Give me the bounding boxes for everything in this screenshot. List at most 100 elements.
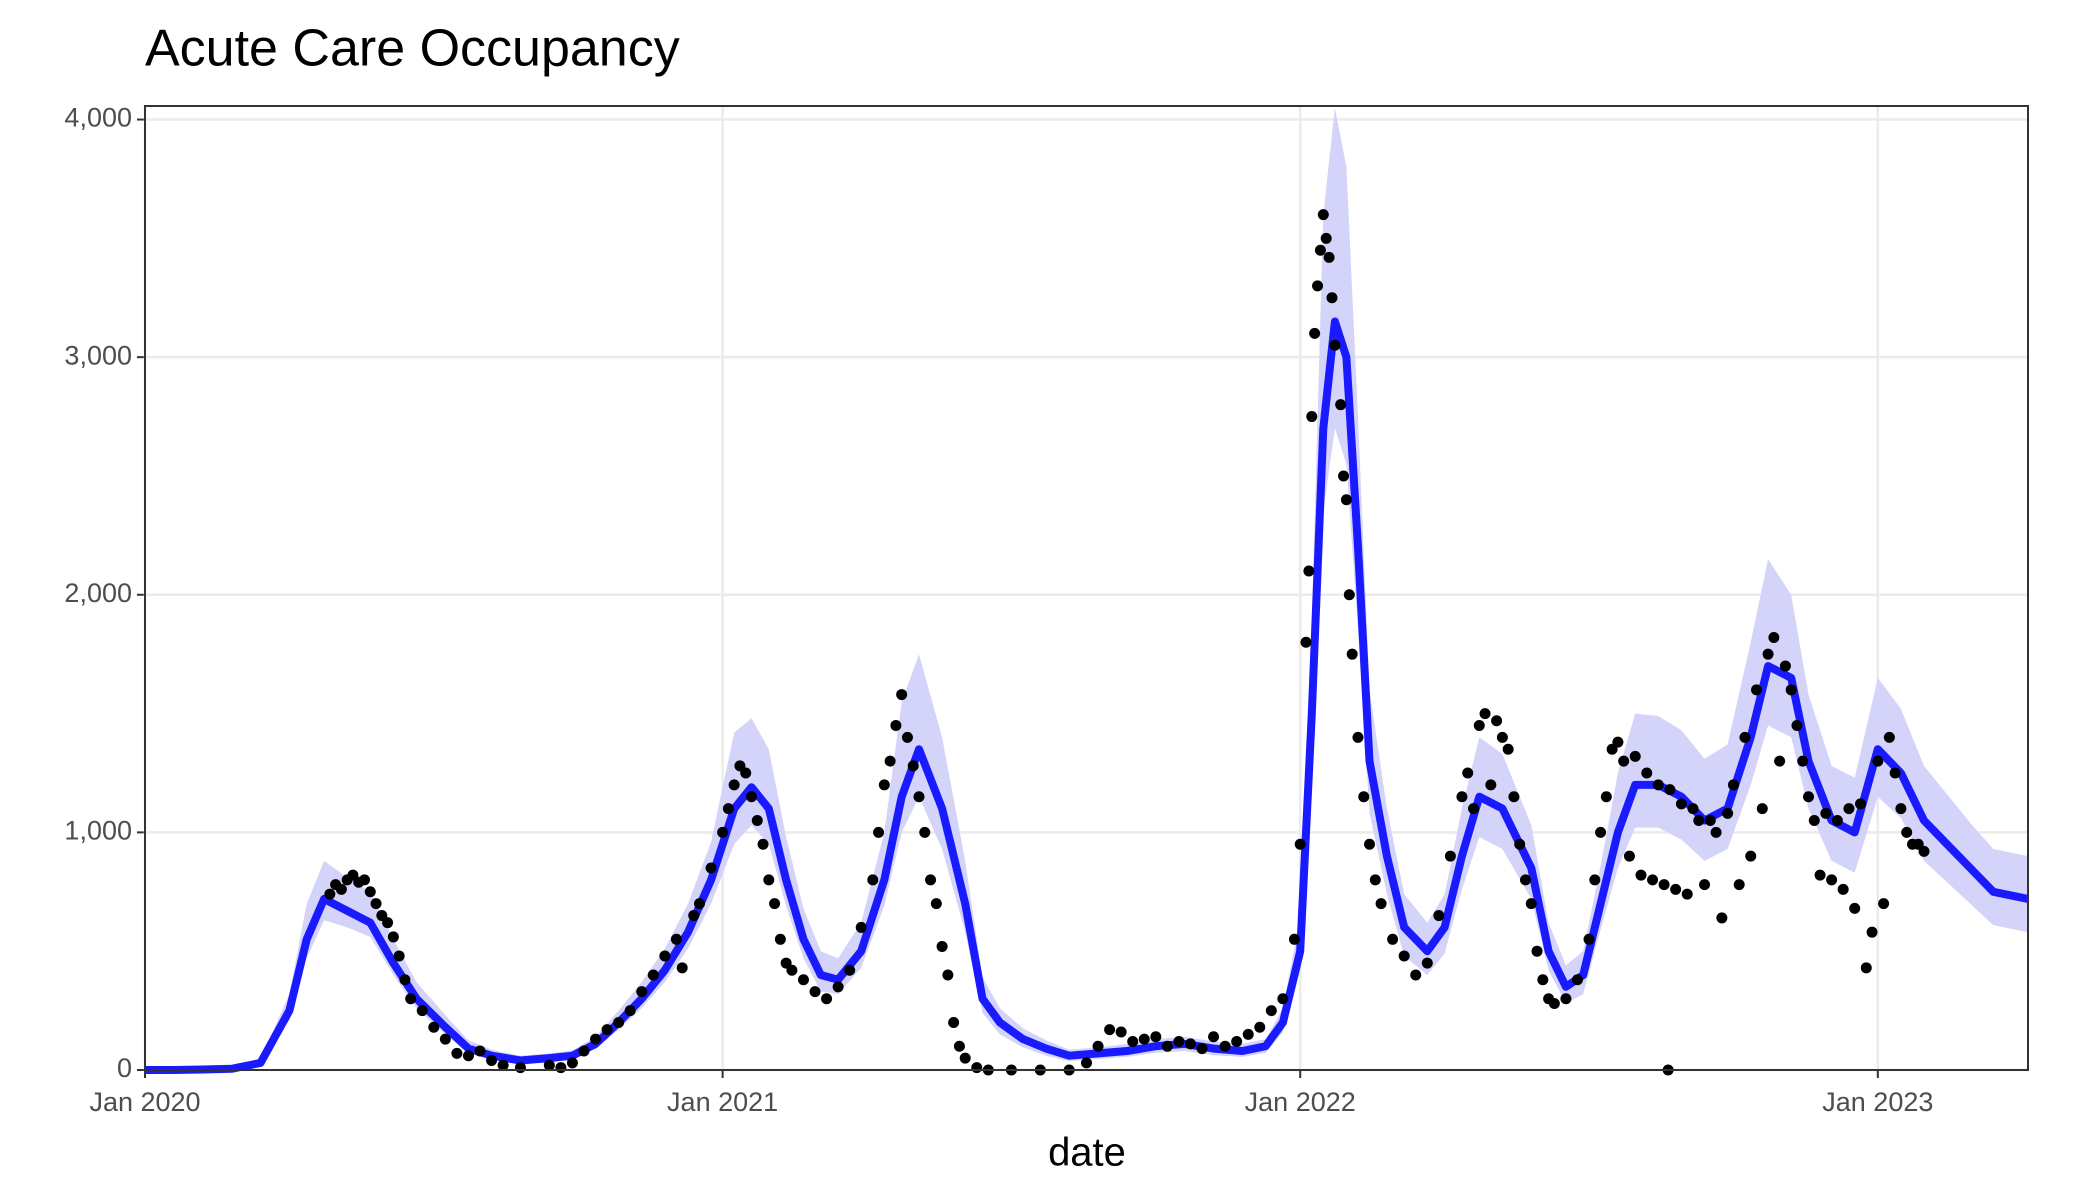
data-point (1791, 719, 1803, 731)
data-point (1629, 750, 1641, 762)
data-point (590, 1033, 602, 1045)
data-point (1745, 850, 1757, 862)
y-tick-label: 1,000 (64, 816, 132, 846)
data-point (1491, 715, 1503, 727)
y-tick-label: 0 (117, 1053, 132, 1083)
data-point (1309, 327, 1321, 339)
data-point (1433, 910, 1445, 922)
data-point (873, 826, 885, 838)
data-point (1548, 997, 1560, 1009)
data-point (1710, 826, 1722, 838)
data-point (763, 874, 775, 886)
data-point (1173, 1035, 1185, 1047)
data-point (1583, 933, 1595, 945)
data-point (670, 933, 682, 945)
data-point (1519, 874, 1531, 886)
data-point (659, 950, 671, 962)
data-point (1797, 755, 1809, 767)
x-tick-label: Jan 2020 (89, 1087, 200, 1117)
data-point (971, 1062, 983, 1074)
data-point (1589, 874, 1601, 886)
data-point (1219, 1040, 1231, 1052)
data-point (1421, 957, 1433, 969)
data-point (1314, 244, 1326, 256)
data-point (486, 1054, 498, 1066)
data-point (1242, 1028, 1254, 1040)
data-point (676, 962, 688, 974)
data-point (1693, 815, 1705, 827)
data-point (694, 898, 706, 910)
data-point (1320, 232, 1332, 244)
data-point (722, 803, 734, 815)
data-point (757, 838, 769, 850)
data-point (1641, 767, 1653, 779)
data-point (1854, 798, 1866, 810)
data-point (1837, 883, 1849, 895)
data-point (636, 986, 648, 998)
data-point (1340, 494, 1352, 506)
y-tick-label: 3,000 (64, 340, 132, 370)
data-point (1312, 280, 1324, 292)
data-point (1699, 879, 1711, 891)
data-point (324, 888, 336, 900)
data-point (1496, 731, 1508, 743)
data-point (1623, 850, 1635, 862)
data-point (1326, 292, 1338, 304)
data-point (393, 950, 405, 962)
data-point (624, 1005, 636, 1017)
data-point (1612, 736, 1624, 748)
data-point (1670, 883, 1682, 895)
data-point (1733, 879, 1745, 891)
data-point (1849, 902, 1861, 914)
data-point (1866, 926, 1878, 938)
data-point (1704, 815, 1716, 827)
data-point (901, 731, 913, 743)
data-point (844, 964, 856, 976)
data-point (543, 1059, 555, 1071)
data-point (601, 1024, 613, 1036)
data-point (855, 921, 867, 933)
data-point (1739, 731, 1751, 743)
data-point (1364, 838, 1376, 850)
data-point (1352, 731, 1364, 743)
data-point (647, 969, 659, 981)
data-point (1664, 784, 1676, 796)
data-point (1479, 708, 1491, 720)
data-point (1618, 755, 1630, 767)
data-point (1502, 743, 1514, 755)
data-point (1161, 1040, 1173, 1052)
data-point (809, 986, 821, 998)
data-point (1303, 565, 1315, 577)
data-point (1716, 912, 1728, 924)
data-point (1081, 1057, 1092, 1069)
data-point (514, 1062, 526, 1074)
data-point (1456, 791, 1468, 803)
data-point (1150, 1031, 1162, 1043)
data-point (474, 1045, 486, 1057)
data-point (1785, 684, 1797, 696)
data-point (769, 898, 781, 910)
data-point (1537, 974, 1549, 986)
y-tick-label: 4,000 (64, 103, 132, 133)
data-point (1779, 660, 1791, 672)
data-point (1346, 648, 1358, 660)
data-point (1387, 933, 1399, 945)
data-point (821, 993, 833, 1005)
data-point (1820, 807, 1832, 819)
data-point (1727, 779, 1739, 791)
data-point (613, 1016, 625, 1028)
data-point (1883, 731, 1895, 743)
data-point (578, 1045, 590, 1057)
data-point (497, 1059, 509, 1071)
data-point (370, 898, 382, 910)
data-point (936, 940, 948, 952)
data-point (1681, 888, 1693, 900)
x-tick-label: Jan 2022 (1245, 1087, 1356, 1117)
data-point (1369, 874, 1381, 886)
data-point (1231, 1035, 1243, 1047)
data-point (1473, 719, 1485, 731)
data-point (1860, 962, 1872, 974)
data-point (919, 826, 931, 838)
data-point (462, 1050, 474, 1062)
